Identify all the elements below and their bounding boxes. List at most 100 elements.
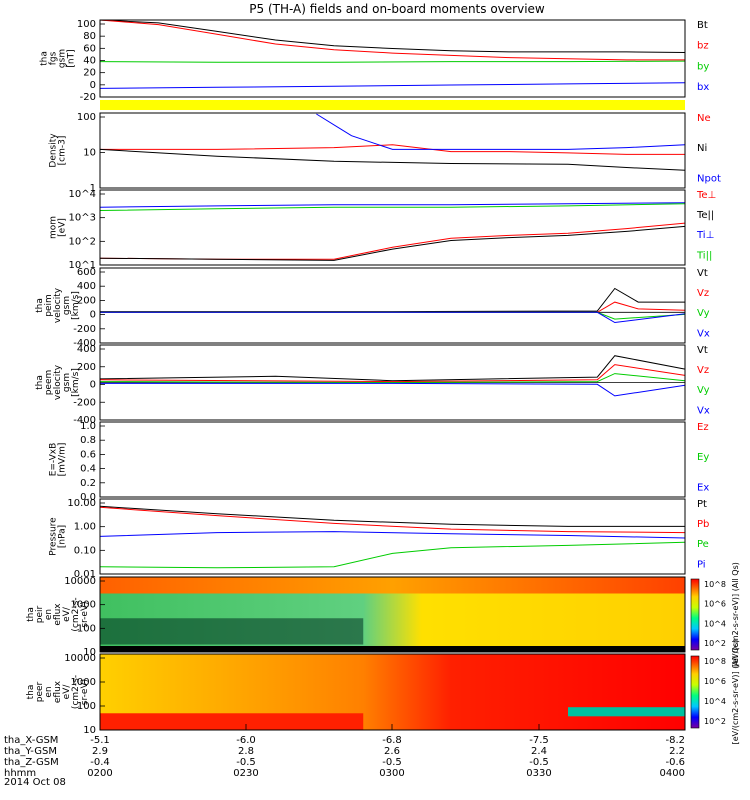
y-tick-label: 0.10 — [74, 545, 96, 556]
y-tick-label: 80 — [83, 31, 96, 42]
legend-label: Vy — [697, 385, 710, 396]
y-tick-label: 100 — [77, 112, 96, 123]
x-tick-label: -6.8 — [382, 735, 402, 746]
y-tick-label: 100 — [77, 19, 96, 30]
y-axis-label: gsm — [58, 49, 68, 68]
colorbar-tick-label: 10^8 — [704, 580, 726, 589]
x-tick-label: -7.5 — [529, 735, 549, 746]
series-line-bx — [99, 82, 686, 89]
panel-pressure: Pt Pb Pe Pi 10.00 1.00 0.10 0.01 Pressure [nPa] — [49, 498, 710, 580]
x-row-label: tha_X-GSM — [4, 735, 58, 746]
y-tick-label: 1000 — [71, 677, 96, 688]
y-tick-label: 60 — [83, 43, 96, 54]
y-axis-label: E=-VxB — [49, 443, 59, 477]
series-line-pt — [99, 505, 685, 527]
colorbar-tick-label: 10^8 — [704, 657, 726, 666]
series-line-vt — [99, 355, 686, 382]
spectrogram-low-energy — [100, 713, 364, 730]
legend-label: Vy — [697, 308, 710, 319]
x-tick-label: 2.2 — [669, 746, 685, 757]
legend-label: by — [697, 61, 709, 72]
legend-label: Vz — [697, 365, 709, 376]
panel-frame — [99, 653, 686, 731]
y-tick-label: 1 — [90, 183, 96, 194]
legend-label: Pi — [697, 559, 706, 570]
y-axis-label: peir — [35, 605, 45, 623]
y-tick-label: 400 — [77, 344, 96, 355]
panel-frame — [99, 421, 686, 498]
series-line-bt — [99, 19, 686, 53]
legend-label: Bt — [697, 20, 708, 31]
legend-label: Ez — [697, 422, 709, 433]
y-axis-label: tha — [26, 685, 36, 700]
legend-label: Te⊥ — [696, 190, 716, 201]
legend-label: Vx — [697, 405, 710, 416]
spectrogram-bottom-band — [100, 646, 685, 652]
y-tick-label: 100 — [77, 701, 96, 712]
y-axis-label: velocity — [53, 364, 63, 400]
x-tick-label: 2.4 — [531, 746, 547, 757]
x-row-label: tha_Z-GSM — [4, 757, 59, 768]
y-axis-label: tha — [40, 51, 50, 66]
panel-temp: Te⊥ Te|| Ti⊥ Ti|| 10^4 10^3 10^2 10^1 mom [eV] — [49, 189, 717, 271]
panel-frame — [99, 112, 686, 189]
y-tick-label: 200 — [77, 362, 96, 373]
y-axis-label: peer — [35, 681, 45, 702]
y-tick-label: 0 — [90, 80, 96, 91]
x-axis-labels: tha_X-GSM -5.1 -6.0 -6.8 -7.5 -8.2 tha_Y-GSM 2.… — [4, 724, 686, 779]
panel-frame — [99, 19, 686, 98]
x-tick-label: 0300 — [379, 768, 404, 779]
x-tick-label: -6.0 — [236, 735, 256, 746]
colorbar-label: [eV/(cm2-s-sr-eV)] (All Qs) — [731, 562, 740, 667]
series-line-ne — [100, 144, 685, 155]
spectrogram-low-flux — [100, 618, 364, 645]
colorbar-tick-label: 10^6 — [704, 677, 726, 686]
y-tick-label: 10^2 — [69, 236, 96, 247]
y-tick-label: 0 — [90, 380, 96, 391]
y-axis-label: gsm — [62, 373, 72, 392]
y-tick-label: 0.01 — [74, 569, 96, 580]
series-line-vx — [100, 311, 686, 324]
series-line-npot — [316, 113, 686, 150]
y-axis-label: [nPa] — [58, 525, 68, 548]
colorbar-label: [eV/(cm2-s-sr-eV)] (All Qs) — [731, 640, 740, 745]
panel-frame — [99, 189, 686, 266]
y-tick-label: 10^1 — [69, 260, 96, 271]
y-axis-label: (cm2-s- — [71, 597, 81, 631]
x-row-label: tha_Y-GSM — [4, 746, 57, 757]
legend-label: bx — [697, 82, 709, 93]
series-line-vy — [99, 373, 686, 384]
panel-frame — [99, 498, 686, 575]
x-tick-label: 0230 — [233, 768, 258, 779]
series-line-bz — [99, 19, 685, 61]
x-tick-label: -0.4 — [90, 757, 110, 768]
series-line-te — [99, 222, 686, 260]
spectrogram-gap — [568, 707, 685, 717]
x-tick-label: -8.2 — [665, 735, 685, 746]
y-tick-label: 10 — [83, 725, 96, 736]
y-axis-label: [eV] — [58, 218, 68, 237]
colorbar — [690, 655, 700, 729]
y-tick-label: 1000 — [71, 600, 96, 611]
y-tick-label: 10000 — [64, 576, 96, 587]
colorbar-tick-label: 10^4 — [704, 697, 726, 706]
y-axis-label: Density — [49, 133, 59, 168]
fgs-quality-band — [100, 100, 685, 110]
y-axis-label: [nT] — [67, 49, 77, 67]
legend-label: Te|| — [696, 210, 714, 221]
y-tick-label: 0.6 — [80, 449, 96, 460]
y-tick-label: 0.0 — [80, 492, 96, 503]
y-tick-label: 100 — [77, 623, 96, 634]
legend-label: Vt — [697, 268, 708, 279]
x-tick-label: 0330 — [526, 768, 551, 779]
y-axis-label: sr-eV) — [80, 601, 90, 627]
series-line-ti — [99, 202, 686, 208]
panel-frame — [99, 267, 686, 344]
y-axis-label: fgs — [49, 51, 59, 65]
y-tick-label: 0.2 — [80, 478, 96, 489]
y-axis-label: (cm2-s- — [71, 675, 81, 709]
y-axis-label: tha — [35, 298, 45, 313]
y-axis-label: en — [44, 609, 54, 620]
